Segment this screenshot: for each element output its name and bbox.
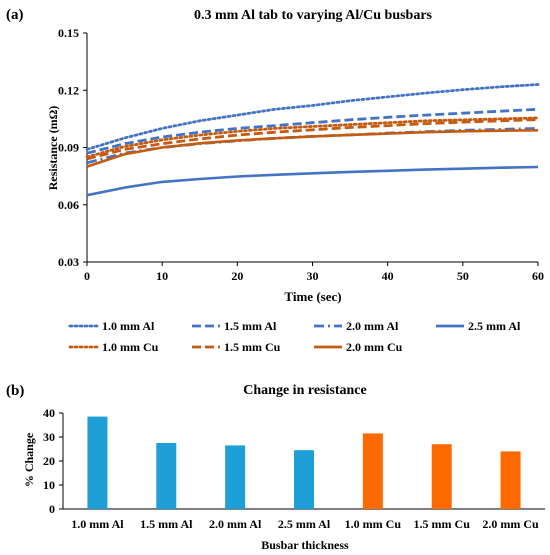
line-chart-y-tick-label: 0.03: [58, 255, 79, 269]
bar: [225, 445, 246, 509]
bar-chart-y-tick-label: 10: [43, 478, 55, 492]
bar-chart-x-tick-label: 2.0 mm Al: [209, 517, 262, 531]
line-series-25-mm-al: [86, 165, 539, 197]
line-chart-x-tick-label: 40: [382, 269, 394, 283]
bar-chart-x-tick-label: 1.5 mm Cu: [414, 517, 471, 531]
bar-chart: Change in resistance % Change Busbar thi…: [22, 383, 545, 552]
line-chart-y-tick-label: 0.12: [58, 83, 79, 97]
legend-label: 1.5 mm Al: [224, 319, 277, 333]
line-chart-y-tick-label: 0.15: [58, 26, 79, 40]
bar-chart-x-tick-label: 1.0 mm Al: [71, 517, 124, 531]
legend-label: 2.5 mm Al: [468, 319, 521, 333]
line-chart-title: 0.3 mm Al tab to varying Al/Cu busbars: [194, 8, 433, 23]
bar-chart-x-tick-label: 2.5 mm Al: [278, 517, 331, 531]
line-series-15-mm-cu: [86, 118, 539, 161]
bar-chart-y-tick-label: 0: [49, 502, 55, 516]
bar-chart-x-tick-label: 2.0 mm Cu: [482, 517, 539, 531]
line-chart-x-tick-label: 0: [84, 269, 90, 283]
bar-chart-x-tick-label: 1.5 mm Al: [140, 517, 193, 531]
bar: [294, 450, 314, 509]
bar: [87, 416, 108, 509]
line-series-10-mm-cu: [85, 116, 540, 159]
bar: [500, 451, 521, 509]
legend-label: 1.0 mm Al: [102, 319, 155, 333]
bar-chart-y-tick-label: 30: [43, 430, 55, 444]
panel-b-label: (b): [6, 383, 24, 399]
line-chart-series: [85, 83, 540, 197]
line-chart-y-tick-label: 0.09: [58, 141, 79, 155]
line-series-15-mm-al: [86, 107, 539, 155]
line-chart-y-tick-label: 0.06: [58, 198, 79, 212]
bar-chart-y-axis-label: % Change: [22, 432, 36, 487]
legend-label: 1.5 mm Cu: [224, 340, 281, 354]
line-chart-x-tick-label: 10: [156, 269, 168, 283]
bar: [362, 433, 383, 509]
bar-chart-y-tick-label: 20: [43, 454, 55, 468]
bar-chart-title: Change in resistance: [243, 383, 366, 398]
line-series-10-mm-al: [85, 83, 540, 151]
line-series-20-mm-cu: [86, 129, 539, 168]
line-chart-x-tick-label: 20: [231, 269, 243, 283]
line-chart-x-tick-label: 60: [532, 269, 544, 283]
bar-chart-x-tick-label: 1.0 mm Cu: [345, 517, 402, 531]
line-chart: 0.3 mm Al tab to varying Al/Cu busbars R…: [46, 8, 544, 354]
bar-chart-x-axis-label: Busbar thickness: [261, 538, 349, 552]
line-chart-y-axis-label: Resistance (mΩ): [46, 106, 60, 191]
line-chart-axes: 0.03 0.06 0.09 0.12 0.15 0 10 20 30 40 50 60: [58, 26, 544, 283]
line-chart-legend: 1.0 mm Al 1.5 mm Al 2.0 mm Al 2.5 mm Al 1.0 …: [68, 319, 521, 354]
legend-label: 1.0 mm Cu: [102, 340, 159, 354]
legend-label: 2.0 mm Al: [346, 319, 399, 333]
line-chart-x-tick-label: 30: [307, 269, 319, 283]
bar-chart-bars: 1.0 mm Al 1.5 mm Al 2.0 mm Al 2.5 mm Al 1.0 …: [71, 416, 539, 531]
bar: [156, 443, 177, 509]
bar: [431, 444, 452, 509]
panel-a-label: (a): [6, 7, 24, 23]
bar-chart-y-tick-label: 40: [43, 406, 55, 420]
line-chart-x-tick-label: 50: [457, 269, 469, 283]
line-chart-x-axis-label: Time (sec): [284, 289, 341, 304]
legend-label: 2.0 mm Cu: [346, 340, 403, 354]
